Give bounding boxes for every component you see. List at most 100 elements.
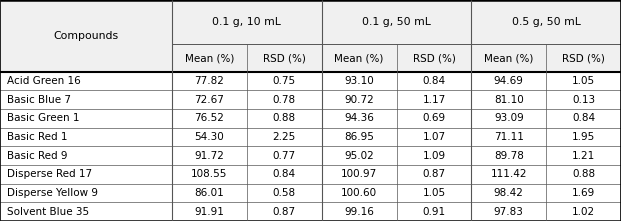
Text: 86.95: 86.95 bbox=[344, 132, 374, 142]
Bar bbox=[322, 44, 397, 72]
Bar bbox=[322, 72, 397, 90]
Text: 0.88: 0.88 bbox=[273, 113, 296, 124]
Bar bbox=[322, 184, 397, 202]
Bar bbox=[247, 109, 322, 128]
Text: 0.58: 0.58 bbox=[273, 188, 296, 198]
Bar bbox=[471, 90, 546, 109]
Bar bbox=[471, 0, 621, 44]
Bar bbox=[172, 44, 247, 72]
Bar bbox=[0, 0, 172, 72]
Text: 93.09: 93.09 bbox=[494, 113, 524, 124]
Text: 1.69: 1.69 bbox=[572, 188, 595, 198]
Text: Compounds: Compounds bbox=[53, 31, 119, 41]
Text: 0.1 g, 50 mL: 0.1 g, 50 mL bbox=[362, 17, 431, 27]
Text: 0.13: 0.13 bbox=[572, 95, 595, 105]
Bar bbox=[247, 184, 322, 202]
Text: 0.84: 0.84 bbox=[422, 76, 445, 86]
Bar bbox=[247, 128, 322, 146]
Bar bbox=[471, 128, 546, 146]
Text: Mean (%): Mean (%) bbox=[484, 53, 533, 63]
Text: 1.09: 1.09 bbox=[422, 151, 445, 161]
Text: Mean (%): Mean (%) bbox=[335, 53, 384, 63]
Bar bbox=[397, 202, 471, 221]
Text: 0.75: 0.75 bbox=[273, 76, 296, 86]
Text: RSD (%): RSD (%) bbox=[562, 53, 605, 63]
Bar bbox=[172, 90, 247, 109]
Text: 1.95: 1.95 bbox=[572, 132, 595, 142]
Text: 0.84: 0.84 bbox=[572, 113, 595, 124]
Text: 1.07: 1.07 bbox=[422, 132, 445, 142]
Text: 0.91: 0.91 bbox=[422, 207, 445, 217]
Bar bbox=[322, 109, 397, 128]
Bar bbox=[471, 202, 546, 221]
Bar bbox=[471, 44, 546, 72]
Text: 0.88: 0.88 bbox=[572, 169, 595, 179]
Bar bbox=[247, 202, 322, 221]
Bar bbox=[0, 128, 172, 146]
Text: 0.69: 0.69 bbox=[422, 113, 445, 124]
Text: Basic Green 1: Basic Green 1 bbox=[7, 113, 80, 124]
Bar bbox=[397, 44, 471, 72]
Bar bbox=[247, 165, 322, 184]
Text: 0.1 g, 10 mL: 0.1 g, 10 mL bbox=[212, 17, 281, 27]
Bar bbox=[0, 184, 172, 202]
Text: Solvent Blue 35: Solvent Blue 35 bbox=[7, 207, 89, 217]
Bar bbox=[397, 128, 471, 146]
Text: Disperse Red 17: Disperse Red 17 bbox=[7, 169, 93, 179]
Text: 99.16: 99.16 bbox=[344, 207, 374, 217]
Text: 0.87: 0.87 bbox=[422, 169, 445, 179]
Bar bbox=[0, 109, 172, 128]
Text: 1.02: 1.02 bbox=[572, 207, 595, 217]
Bar bbox=[172, 202, 247, 221]
Bar bbox=[546, 44, 621, 72]
Text: 111.42: 111.42 bbox=[491, 169, 527, 179]
Bar bbox=[322, 146, 397, 165]
Text: Basic Blue 7: Basic Blue 7 bbox=[7, 95, 71, 105]
Text: Basic Red 9: Basic Red 9 bbox=[7, 151, 68, 161]
Bar bbox=[247, 90, 322, 109]
Bar bbox=[172, 109, 247, 128]
Bar bbox=[247, 44, 322, 72]
Bar bbox=[546, 146, 621, 165]
Bar bbox=[397, 90, 471, 109]
Text: 108.55: 108.55 bbox=[191, 169, 228, 179]
Bar bbox=[0, 202, 172, 221]
Text: 72.67: 72.67 bbox=[194, 95, 224, 105]
Text: 0.87: 0.87 bbox=[273, 207, 296, 217]
Text: 89.78: 89.78 bbox=[494, 151, 524, 161]
Bar bbox=[546, 72, 621, 90]
Text: 81.10: 81.10 bbox=[494, 95, 524, 105]
Text: 1.05: 1.05 bbox=[572, 76, 595, 86]
Bar bbox=[471, 146, 546, 165]
Bar bbox=[247, 146, 322, 165]
Text: RSD (%): RSD (%) bbox=[412, 53, 455, 63]
Text: 1.05: 1.05 bbox=[422, 188, 445, 198]
Bar bbox=[546, 165, 621, 184]
Bar bbox=[322, 202, 397, 221]
Text: 0.78: 0.78 bbox=[273, 95, 296, 105]
Bar bbox=[471, 184, 546, 202]
Bar bbox=[546, 109, 621, 128]
Bar bbox=[172, 128, 247, 146]
Bar bbox=[322, 165, 397, 184]
Bar bbox=[0, 165, 172, 184]
Bar bbox=[172, 184, 247, 202]
Bar bbox=[546, 90, 621, 109]
Text: 94.36: 94.36 bbox=[344, 113, 374, 124]
Text: Acid Green 16: Acid Green 16 bbox=[7, 76, 81, 86]
Bar bbox=[0, 146, 172, 165]
Bar bbox=[546, 128, 621, 146]
Text: 1.17: 1.17 bbox=[422, 95, 446, 105]
Bar bbox=[397, 146, 471, 165]
Bar bbox=[322, 128, 397, 146]
Text: 1.21: 1.21 bbox=[572, 151, 595, 161]
Bar bbox=[471, 72, 546, 90]
Text: 76.52: 76.52 bbox=[194, 113, 224, 124]
Bar bbox=[0, 72, 172, 90]
Text: 90.72: 90.72 bbox=[344, 95, 374, 105]
Text: 0.77: 0.77 bbox=[273, 151, 296, 161]
Text: Disperse Yellow 9: Disperse Yellow 9 bbox=[7, 188, 99, 198]
Bar bbox=[322, 0, 471, 44]
Bar bbox=[0, 90, 172, 109]
Bar bbox=[471, 109, 546, 128]
